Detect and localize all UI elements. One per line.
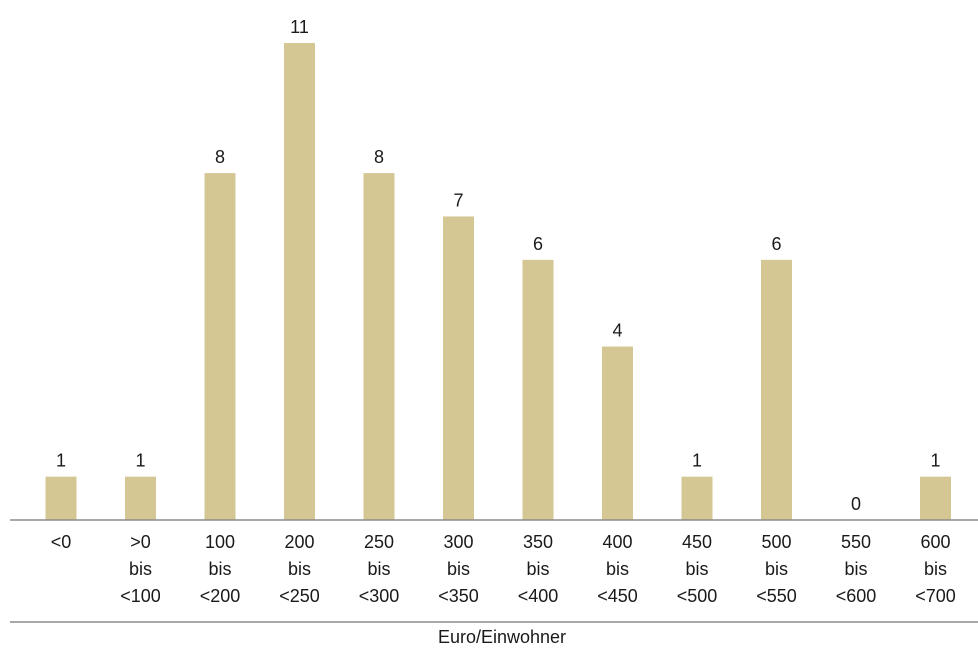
x-tick-label-line: 550 <box>841 532 871 552</box>
x-tick-label-line: bis <box>208 559 231 579</box>
x-tick-label-line: bis <box>765 559 788 579</box>
x-tick-label-line: <250 <box>279 586 320 606</box>
x-tick-label-line: <300 <box>359 586 400 606</box>
x-tick-label-line: <200 <box>200 586 241 606</box>
x-tick-label-line: 100 <box>205 532 235 552</box>
bars-group <box>45 43 951 521</box>
x-tick-label: <0 <box>51 532 72 552</box>
bar-value-label: 6 <box>771 234 781 254</box>
x-tick-label-line: <0 <box>51 532 72 552</box>
x-tick-label-line: 200 <box>284 532 314 552</box>
bar-value-label: 1 <box>930 451 940 471</box>
bar-value-label: 1 <box>56 451 66 471</box>
x-tick-label-line: >0 <box>130 532 151 552</box>
x-tick-label: 350 bis <400 <box>518 532 559 606</box>
bar <box>761 259 792 520</box>
x-tick-label: 250 bis <300 <box>359 532 400 606</box>
bar-value-label: 6 <box>533 234 543 254</box>
x-tick-label-line: bis <box>844 559 867 579</box>
x-tick-label-line: <550 <box>756 586 797 606</box>
bar <box>204 173 236 520</box>
x-tick-label: 400 bis <450 <box>597 532 638 606</box>
bar <box>45 476 77 520</box>
bar <box>125 476 156 520</box>
x-tick-label-line: bis <box>924 559 947 579</box>
x-tick-label: 500 bis <550 <box>756 532 797 606</box>
bar-value-label: 8 <box>374 147 384 167</box>
x-tick-label-line: 450 <box>682 532 712 552</box>
x-tick-label-line: <500 <box>677 586 718 606</box>
x-tick-label: 450 bis <500 <box>677 532 718 606</box>
x-tick-label: 200 bis <250 <box>279 532 320 606</box>
x-tick-label-line: <100 <box>120 586 161 606</box>
x-tick-label-line: 350 <box>523 532 553 552</box>
bar <box>681 476 713 520</box>
x-tick-label: 300 bis <350 <box>438 532 479 606</box>
x-tick-label-line: 400 <box>602 532 632 552</box>
bar-value-label: 11 <box>290 17 309 37</box>
x-tick-label: 550 bis <600 <box>836 532 877 606</box>
x-tick-label-line: <450 <box>597 586 638 606</box>
x-tick-label-line: bis <box>606 559 629 579</box>
x-tick-label-line: <600 <box>836 586 877 606</box>
x-tick-label-line: bis <box>685 559 708 579</box>
x-tick-label-line: bis <box>129 559 152 579</box>
x-tick-label-line: <350 <box>438 586 479 606</box>
bar <box>920 476 951 520</box>
bar <box>443 216 474 521</box>
x-tick-label-line: 300 <box>443 532 473 552</box>
bar <box>522 259 554 520</box>
x-tick-label-line: bis <box>526 559 549 579</box>
bar-value-label: 0 <box>851 494 861 514</box>
x-tick-label-line: bis <box>447 559 470 579</box>
bar-value-label: 1 <box>692 451 702 471</box>
bar-value-label: 1 <box>135 451 145 471</box>
bar-value-label: 8 <box>215 147 225 167</box>
x-tick-labels-group: <0 >0 bis <100 100 bis <200 200 bis <250 250 bis <30… <box>51 532 956 606</box>
bar <box>363 173 395 520</box>
x-tick-label-line: 500 <box>761 532 791 552</box>
x-tick-label-line: <700 <box>915 586 956 606</box>
bar-value-label: 7 <box>453 190 463 210</box>
x-axis-title: Euro/Einwohner <box>438 627 566 647</box>
x-tick-label: 600 bis <700 <box>915 532 956 606</box>
x-tick-label-line: <400 <box>518 586 559 606</box>
x-tick-label-line: bis <box>288 559 311 579</box>
x-tick-label-line: 250 <box>364 532 394 552</box>
x-tick-label-line: bis <box>367 559 390 579</box>
x-tick-label-line: 600 <box>920 532 950 552</box>
bar <box>284 43 315 520</box>
bar <box>602 346 633 520</box>
x-tick-label: >0 bis <100 <box>120 532 161 606</box>
bar-value-label: 4 <box>612 321 622 341</box>
x-tick-label: 100 bis <200 <box>200 532 241 606</box>
